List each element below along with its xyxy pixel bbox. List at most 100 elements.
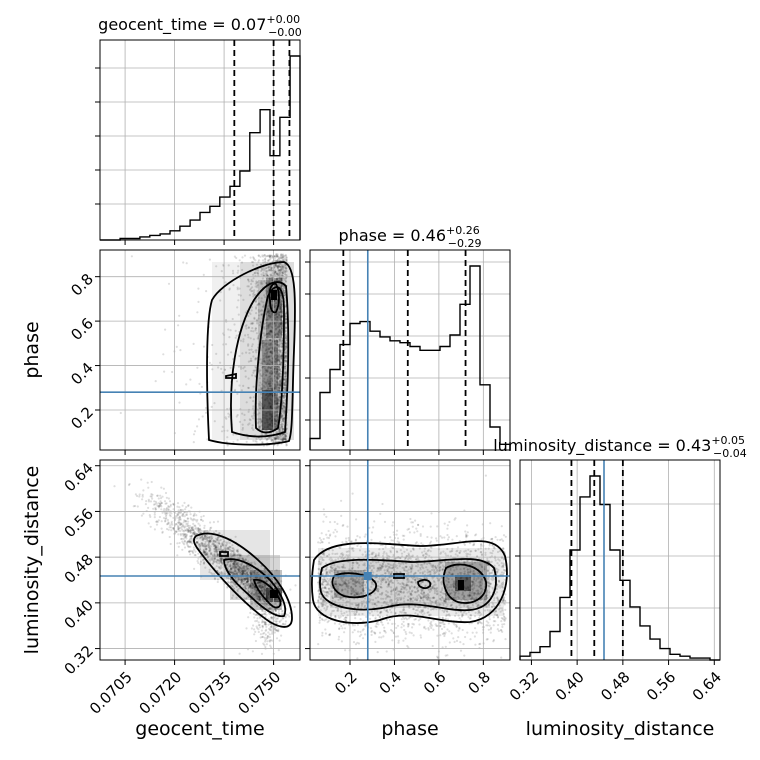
sample-point: [268, 277, 271, 280]
sample-point: [264, 258, 267, 261]
sample-point: [281, 331, 284, 334]
sample-point: [277, 389, 280, 392]
sample-point: [262, 269, 265, 272]
sample-point: [260, 396, 263, 399]
sample-point: [252, 295, 255, 298]
sample-point: [261, 365, 264, 369]
sample-point: [193, 524, 196, 527]
sample-point: [277, 437, 280, 440]
sample-point: [269, 436, 272, 439]
sample-point: [253, 317, 256, 320]
sample-point: [270, 344, 273, 347]
sample-point: [277, 386, 280, 389]
sample-point: [252, 414, 255, 417]
sample-point: [234, 388, 237, 391]
sample-point: [247, 386, 250, 389]
sample-point: [267, 333, 270, 336]
sample-point: [184, 525, 187, 528]
sample-point: [221, 425, 224, 428]
sample-point: [161, 511, 164, 514]
sample-point: [280, 268, 283, 271]
sample-point: [276, 383, 279, 386]
sample-point: [151, 493, 154, 496]
sample-point: [266, 259, 270, 262]
sample-point: [283, 272, 286, 275]
sample-point: [249, 312, 252, 316]
sample-point: [212, 521, 215, 524]
sample-point: [160, 486, 163, 489]
sample-point: [284, 347, 287, 350]
sample-point: [268, 633, 271, 636]
sample-point: [265, 318, 268, 321]
sample-point: [180, 537, 183, 541]
sample-point: [186, 522, 189, 526]
sample-point: [285, 312, 288, 316]
sample-point: [280, 345, 283, 348]
sample-point: [276, 382, 279, 385]
sample-point: [284, 435, 287, 438]
sample-point: [275, 327, 278, 330]
sample-point: [235, 256, 238, 260]
sample-point: [271, 335, 274, 338]
sample-point: [274, 403, 277, 406]
sample-point: [270, 436, 273, 439]
sample-point: [262, 342, 265, 345]
sample-point: [259, 321, 262, 324]
sample-point: [280, 284, 283, 287]
sample-point: [169, 542, 172, 546]
sample-point: [282, 265, 285, 268]
sample-point: [270, 372, 274, 376]
sample-point: [252, 338, 255, 341]
sample-point: [275, 357, 278, 360]
sample-point: [281, 433, 284, 436]
sample-point: [281, 304, 284, 307]
sample-point: [274, 372, 278, 375]
sample-point: [268, 363, 271, 366]
sample-point: [277, 402, 280, 405]
sample-point: [185, 262, 188, 265]
sample-point: [192, 546, 195, 549]
sample-point: [275, 381, 278, 384]
sample-point: [278, 398, 281, 401]
sample-point: [268, 269, 271, 272]
sample-point: [262, 373, 265, 376]
sample-point: [283, 406, 286, 409]
sample-point: [277, 324, 280, 327]
sample-point: [208, 361, 211, 364]
sample-point: [264, 272, 267, 275]
sample-point: [179, 508, 183, 511]
sample-point: [266, 327, 269, 330]
sample-point: [167, 528, 170, 531]
sample-point: [273, 350, 276, 353]
sample-point: [255, 306, 258, 309]
sample-point: [167, 508, 170, 511]
sample-point: [284, 434, 287, 437]
sample-point: [240, 389, 243, 392]
sample-point: [235, 415, 238, 418]
sample-point: [169, 515, 172, 518]
sample-point: [227, 264, 230, 267]
sample-point: [269, 324, 272, 327]
sample-point: [503, 578, 506, 581]
sample-point: [284, 277, 288, 280]
sample-point: [279, 349, 282, 352]
sample-point: [280, 323, 283, 326]
sample-point: [282, 264, 285, 267]
sample-point: [259, 633, 262, 636]
sample-point: [279, 363, 283, 366]
sample-point: [278, 430, 281, 433]
sample-point: [175, 530, 178, 534]
sample-point: [276, 356, 279, 359]
sample-point: [279, 387, 282, 390]
sample-point: [142, 512, 145, 515]
sample-point: [281, 255, 284, 258]
sample-point: [180, 528, 183, 531]
sample-point: [276, 435, 279, 438]
sample-point: [257, 418, 260, 421]
sample-point: [281, 439, 284, 442]
sample-point: [278, 368, 281, 371]
sample-point: [211, 343, 214, 347]
sample-point: [262, 274, 265, 277]
sample-point: [163, 500, 167, 503]
sample-point: [270, 413, 274, 416]
